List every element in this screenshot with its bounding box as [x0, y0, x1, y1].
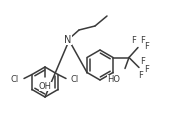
Text: F: F: [141, 36, 145, 45]
Text: Cl: Cl: [71, 75, 79, 84]
Text: HO: HO: [107, 74, 120, 84]
Text: F: F: [141, 57, 145, 66]
Text: F: F: [145, 42, 149, 51]
Text: F: F: [145, 65, 149, 74]
Text: F: F: [132, 36, 136, 45]
Text: N: N: [64, 35, 72, 45]
Text: F: F: [139, 71, 143, 80]
Text: Cl: Cl: [11, 75, 19, 84]
Text: OH: OH: [38, 82, 52, 91]
